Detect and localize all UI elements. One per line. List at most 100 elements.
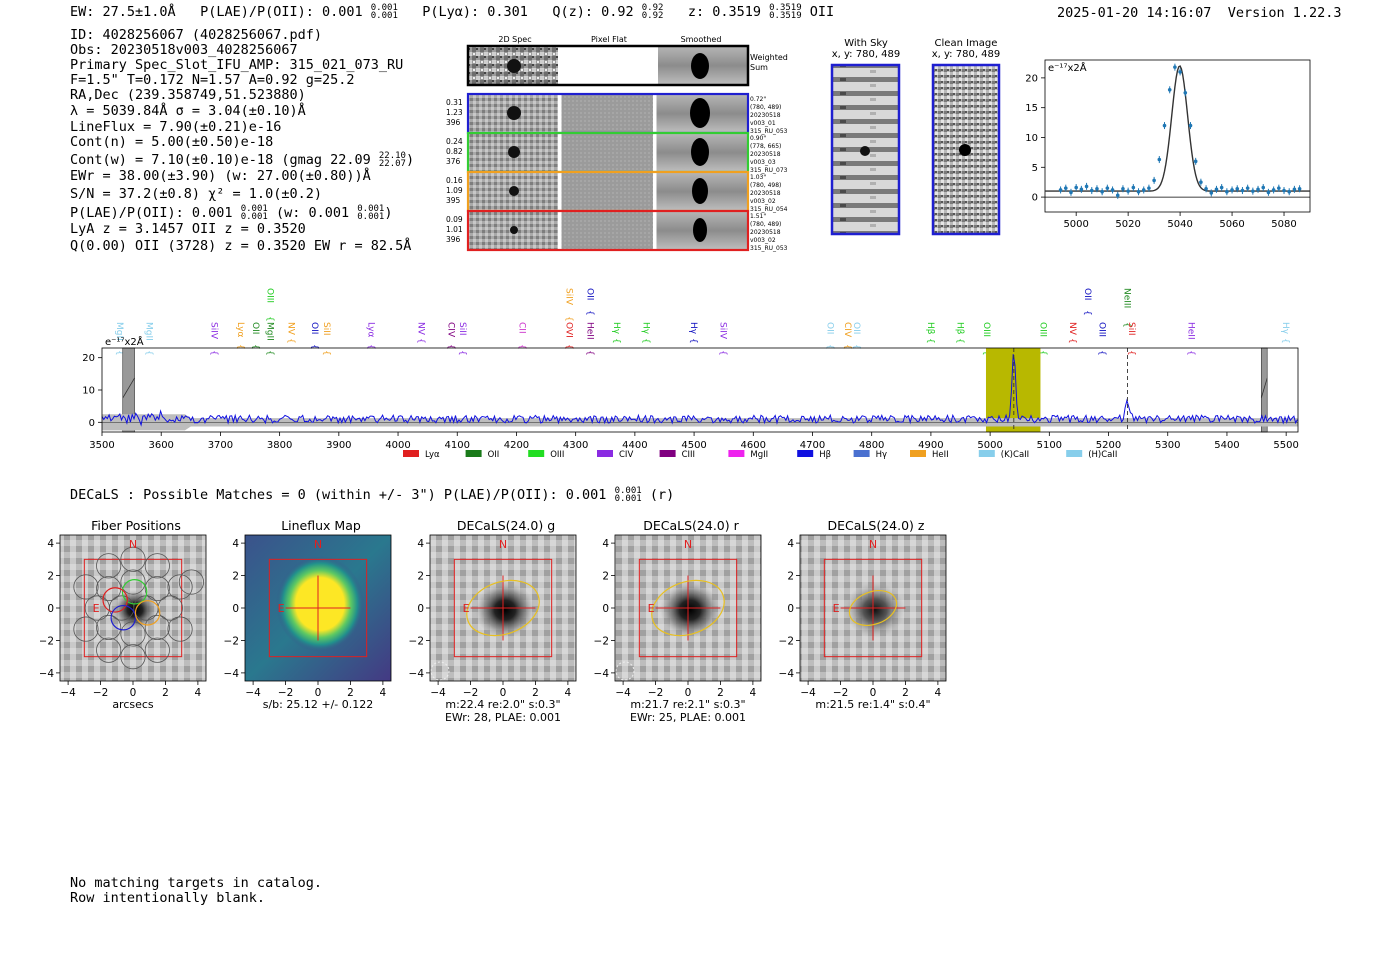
fiber-pixelflat bbox=[561, 134, 653, 171]
x-tick-label: −4 bbox=[430, 687, 446, 699]
search-box bbox=[268, 558, 368, 658]
cutout-title: Lineflux Map bbox=[281, 518, 361, 533]
data-point bbox=[1266, 190, 1271, 195]
line-label: Hβ { bbox=[925, 322, 935, 344]
legend-label: Lyα bbox=[425, 450, 440, 460]
fiber-meta: 1.51" bbox=[750, 213, 766, 220]
x-tick-label: 2 bbox=[162, 687, 169, 699]
x-tick-label: 4400 bbox=[622, 440, 647, 451]
spectrum-legend: Lyα OII OIII CIV CIII MgII Hβ Hγ HeII (K)CaII (H)C… bbox=[403, 450, 1117, 460]
legend-label: (H)CaII bbox=[1088, 450, 1117, 460]
data-point bbox=[1271, 188, 1276, 192]
x-tick-label: 2 bbox=[532, 687, 539, 699]
line-label-text: SiIV bbox=[564, 288, 574, 306]
line-label: SiIV { bbox=[564, 288, 574, 322]
legend-swatch bbox=[910, 450, 926, 457]
weighted-label: Weighted bbox=[750, 53, 788, 62]
info-cont-w: Cont(w) = 7.10(±0.10)e-18 (gmag 22.09 22… bbox=[70, 151, 415, 169]
east-label: E bbox=[278, 602, 285, 615]
line-label-text: MgII bbox=[114, 322, 124, 341]
x-tick-label: −2 bbox=[278, 687, 293, 699]
line-label: CIV { bbox=[842, 322, 852, 350]
fiber-meta: 20230518 bbox=[750, 229, 781, 236]
legend-swatch bbox=[797, 450, 814, 457]
y-tick-label: 4 bbox=[787, 538, 794, 550]
line-label: MgII { bbox=[114, 322, 124, 356]
legend-label: (K)CaII bbox=[1001, 450, 1029, 460]
line-label: CII { bbox=[516, 322, 526, 350]
line-label-bracket: { bbox=[611, 338, 621, 344]
search-box bbox=[83, 558, 183, 658]
x-tick-label: 4300 bbox=[563, 440, 588, 451]
x-tick-label: 4 bbox=[380, 687, 387, 699]
fiber-row-border bbox=[466, 209, 750, 252]
line-label-text: NV bbox=[416, 322, 426, 336]
line-label: MgII { bbox=[143, 322, 153, 356]
source-blob bbox=[475, 582, 535, 638]
info-cont-n: Cont(n) = 5.00(±0.50)e-18 bbox=[70, 134, 274, 150]
y-tick-label: 0 bbox=[602, 603, 609, 615]
line-label: Hβ { bbox=[955, 322, 965, 344]
legend-swatch bbox=[403, 450, 419, 457]
x-tick-label: 3900 bbox=[326, 440, 351, 451]
fiber-source bbox=[507, 106, 521, 120]
data-point bbox=[1095, 186, 1099, 191]
legend-swatch bbox=[528, 450, 545, 457]
full-spectrum-chart: MgII {MgII {SiIV {Lyα {OII {MgII {OIII {NV {OII {… bbox=[82, 288, 1299, 460]
line-label-bracket: { bbox=[585, 310, 595, 316]
fiber-circle bbox=[96, 553, 122, 579]
fiber-circle bbox=[144, 553, 170, 579]
line-label: Lyα { bbox=[235, 322, 245, 350]
line-label-bracket: { bbox=[585, 350, 595, 356]
qz-bounds: 0.92 0.92 bbox=[641, 3, 664, 21]
y-tick-label: 0 bbox=[417, 603, 424, 615]
line-label-text: OIII bbox=[1097, 322, 1107, 337]
fiber-meta: v003_03 bbox=[750, 159, 776, 166]
version: Version 1.22.3 bbox=[1227, 5, 1342, 21]
fiber-stat: 0.09 bbox=[446, 215, 463, 224]
y-tick-label: 20 bbox=[1025, 73, 1038, 84]
y-tick-label: 4 bbox=[602, 538, 609, 550]
line-label-text: CII bbox=[516, 322, 526, 334]
line-label-text: SiII bbox=[321, 322, 331, 336]
line-label: SiII { bbox=[1126, 322, 1136, 356]
x-tick-label: 4700 bbox=[800, 440, 825, 451]
y-tick-label: 20 bbox=[82, 353, 95, 364]
line-label-bracket: { bbox=[1280, 338, 1290, 344]
fiber-circle bbox=[144, 575, 170, 602]
fiber-circle bbox=[120, 621, 146, 647]
info-sn: S/N = 37.2(±0.8) χ² = 1.0(±0.2) bbox=[70, 186, 322, 202]
data-point bbox=[1219, 185, 1224, 190]
spectrum-frame bbox=[101, 347, 1299, 433]
x-tick-label: −4 bbox=[800, 687, 816, 699]
plya-value: P(Lyα): 0.301 bbox=[422, 4, 528, 20]
line-fit-chart: e⁻¹⁷x2Å 5000 5020 5040 5060 5080 0 5 10 15 20 bbox=[1025, 59, 1311, 230]
data-point bbox=[1261, 185, 1266, 190]
line-label: OII { bbox=[309, 322, 319, 350]
line-label-text: Hγ bbox=[1280, 322, 1290, 335]
fiber-circle bbox=[144, 637, 170, 663]
aperture-ellipse bbox=[848, 590, 898, 626]
y-tick-label: 0 bbox=[1032, 193, 1038, 204]
line-label-text: OII bbox=[309, 322, 319, 334]
y-tick-label: 4 bbox=[417, 538, 424, 550]
fiber-circle-red bbox=[102, 587, 128, 613]
line-label: HeII { bbox=[1185, 322, 1195, 356]
line-label-text: OIII bbox=[1037, 322, 1047, 337]
line-label-bracket: { bbox=[309, 344, 319, 350]
data-point bbox=[1136, 189, 1141, 194]
x-tick-label: −2 bbox=[648, 687, 663, 699]
fiber-stat: 0.31 bbox=[446, 98, 463, 107]
fiber-circle bbox=[178, 569, 204, 595]
sky-images bbox=[830, 63, 1001, 236]
data-point bbox=[1084, 184, 1089, 189]
y-tick-label: 0 bbox=[89, 418, 95, 429]
fiber-meta: 20230518 bbox=[750, 190, 781, 197]
cutout-caption-2: EWr: 25, PLAE: 0.001 bbox=[630, 711, 746, 724]
y-tick-label: −2 bbox=[224, 635, 239, 647]
data-point bbox=[1105, 186, 1110, 190]
x-tick-label: 5400 bbox=[1214, 440, 1239, 451]
cutout-title: DECaLS(24.0) z bbox=[828, 518, 925, 533]
fiber-meta: 315_RU_053 bbox=[750, 128, 788, 135]
